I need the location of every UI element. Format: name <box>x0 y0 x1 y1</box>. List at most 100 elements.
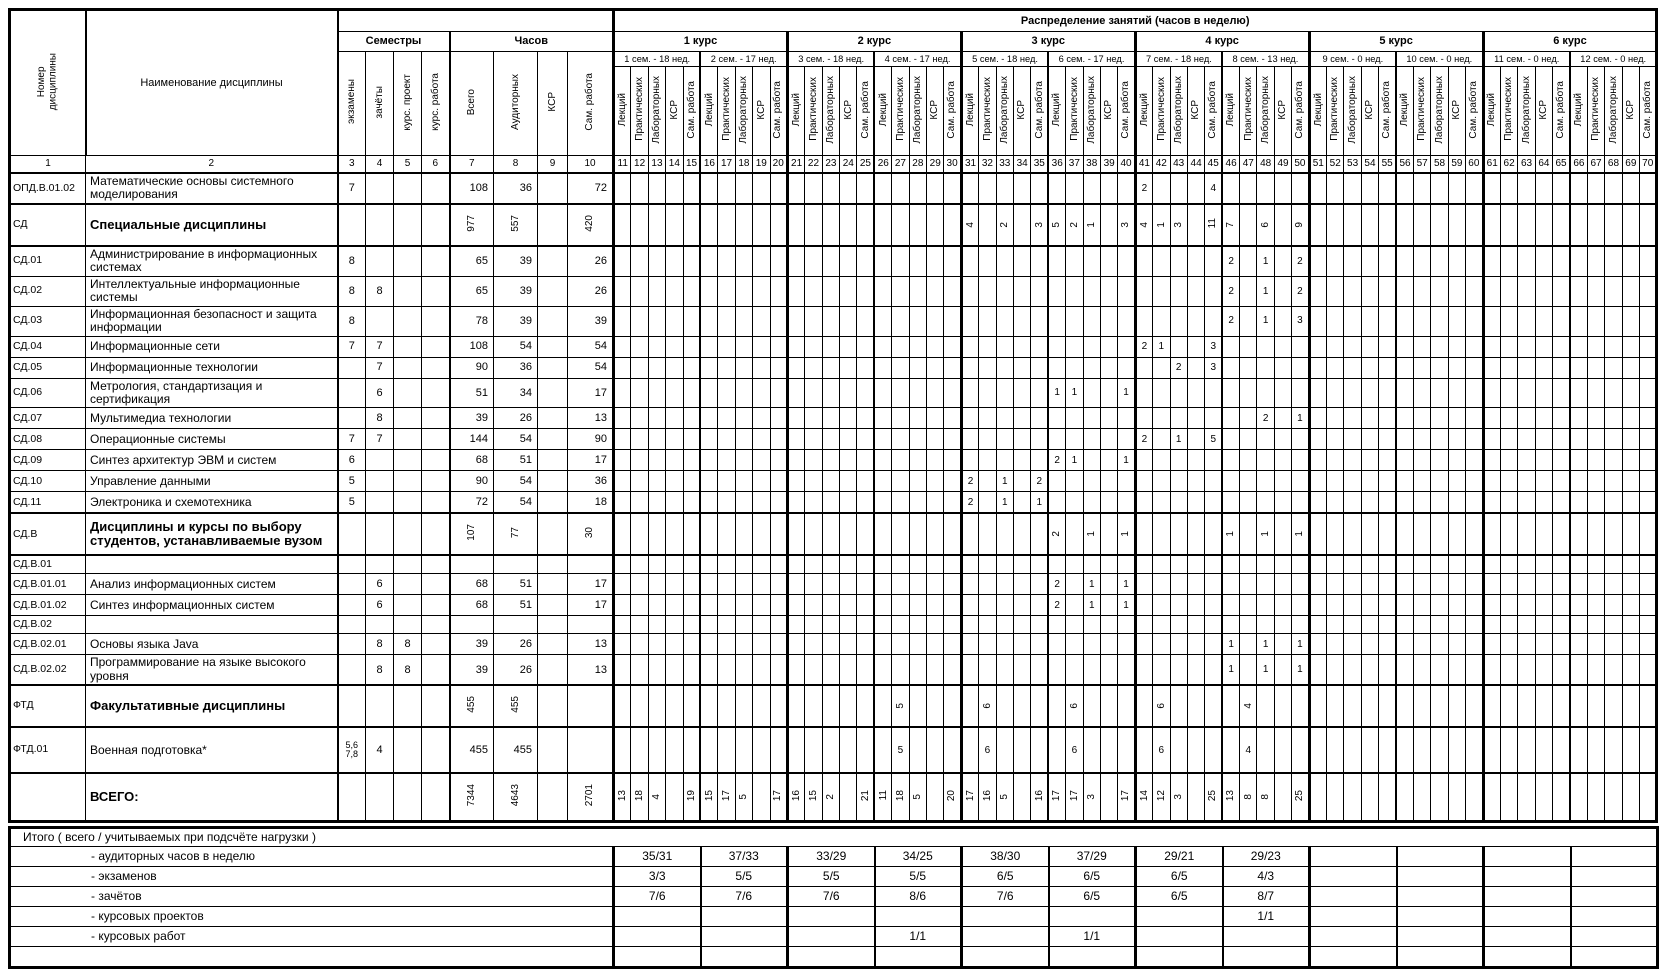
control-form-cell <box>393 335 422 358</box>
week-value-cell <box>804 428 823 451</box>
week-value-cell <box>873 491 893 514</box>
week-value-cell <box>1308 512 1328 557</box>
totals-value-cell: 6/5 <box>1135 886 1224 908</box>
week-value-cell <box>1082 615 1101 635</box>
week-value-cell <box>960 172 980 205</box>
curriculum-table: Номер дисциплины Наименование дисциплины Р… <box>8 8 1659 824</box>
week-value-cell <box>682 573 702 596</box>
week-value-cell <box>873 305 893 337</box>
row-id-cell: СД.В <box>9 512 86 557</box>
week-value-cell <box>786 491 806 514</box>
week-col-header: Лекций <box>1221 66 1241 156</box>
week-value-cell <box>734 377 754 409</box>
week-value-cell <box>1326 172 1345 205</box>
discipline-row: СД.02 Интеллектуальные информационные сис… <box>9 275 1659 307</box>
week-value-cell <box>717 407 736 430</box>
row-id-cell: СД <box>9 202 86 247</box>
week-value-cell <box>1012 172 1032 205</box>
week-value-cell <box>1447 305 1467 337</box>
week-value-cell <box>1099 654 1119 686</box>
week-value-cell <box>1378 573 1398 596</box>
week-value-cell: 5 <box>891 726 910 775</box>
week-value-cell <box>1465 335 1485 358</box>
week-value-cell <box>1378 554 1398 575</box>
week-value-cell <box>1586 615 1606 635</box>
rotated-text: Лекций <box>1312 92 1324 127</box>
week-value-cell <box>1586 633 1606 656</box>
week-value-cell <box>1604 512 1623 557</box>
week-value-cell <box>786 335 806 358</box>
week-value-cell <box>1186 172 1206 205</box>
week-value-cell <box>1152 305 1171 337</box>
rotated-text: Практических <box>1590 77 1602 142</box>
week-value-cell <box>665 407 684 430</box>
week-value-cell <box>1360 615 1380 635</box>
week-value-cell <box>769 573 789 596</box>
week-value-cell <box>1256 470 1275 493</box>
week-value-cell <box>995 407 1014 430</box>
hours-group-header: Часов <box>449 31 615 52</box>
control-form-cell <box>421 512 451 557</box>
week-value-cell <box>1012 654 1032 686</box>
week-value-cell <box>1239 449 1258 472</box>
week-value-cell <box>1395 449 1414 472</box>
week-value-cell <box>1360 554 1380 575</box>
totals-value-cell: 6/5 <box>1048 886 1137 908</box>
week-value-cell <box>752 245 771 277</box>
rotated-text: Лекций <box>1051 92 1063 127</box>
week-value-cell <box>1517 654 1536 686</box>
rotated-text: Практических <box>1416 77 1428 142</box>
week-value-cell <box>1134 449 1154 472</box>
control-form-cell <box>421 172 451 205</box>
week-col-header: Практических <box>630 66 649 156</box>
control-form-cell <box>337 554 366 575</box>
rotated-text: 13 <box>1225 790 1237 802</box>
rotated-text: 30 <box>584 527 596 539</box>
control-form-cell: 8 <box>393 654 422 686</box>
week-value-cell <box>908 594 928 617</box>
week-value-cell <box>943 245 963 277</box>
hours-col-header: КСР <box>537 51 568 156</box>
week-value-cell: 7 <box>1221 202 1241 247</box>
hours-value-cell: 54 <box>567 335 615 358</box>
week-value-cell <box>1639 772 1659 823</box>
week-value-cell <box>943 335 963 358</box>
week-value-cell <box>1065 633 1084 656</box>
week-value-cell: 1 <box>1169 428 1188 451</box>
week-value-cell <box>1273 275 1293 307</box>
week-value-cell <box>1239 554 1258 575</box>
week-value-cell <box>647 407 667 430</box>
week-value-cell <box>1291 594 1311 617</box>
week-value-cell <box>1517 573 1536 596</box>
week-value-cell <box>1152 407 1171 430</box>
discipline-name-cell: Информационная безопасност и защита инфо… <box>85 305 339 337</box>
week-value-cell <box>1117 245 1137 277</box>
rotated-text: 1 <box>1155 221 1167 228</box>
week-value-cell <box>978 172 997 205</box>
week-value-cell <box>943 594 963 617</box>
discipline-name-cell: Операционные системы <box>85 428 339 451</box>
week-value-cell <box>1412 491 1432 514</box>
week-value-cell <box>665 573 684 596</box>
week-value-cell <box>630 202 649 247</box>
week-value-cell <box>1378 449 1398 472</box>
week-value-cell <box>943 449 963 472</box>
rotated-text: Лабораторных <box>1259 75 1271 144</box>
week-value-cell <box>717 428 736 451</box>
week-value-cell <box>1117 491 1137 514</box>
week-value-cell: 1 <box>1117 512 1137 557</box>
week-value-cell <box>1204 684 1224 729</box>
week-col-header: Лабораторных <box>995 66 1014 156</box>
week-value-cell: 1 <box>1117 449 1137 472</box>
rotated-text: Практических <box>633 77 645 142</box>
week-value-cell <box>873 172 893 205</box>
week-value-cell <box>1134 573 1154 596</box>
week-value-cell <box>769 172 789 205</box>
week-value-cell <box>1326 772 1345 823</box>
week-value-cell <box>978 633 997 656</box>
hours-value-cell <box>567 615 615 635</box>
week-value-cell <box>1534 554 1554 575</box>
control-form-cell <box>365 449 394 472</box>
week-value-cell <box>1099 615 1119 635</box>
column-number-cell: 65 <box>1552 155 1572 174</box>
